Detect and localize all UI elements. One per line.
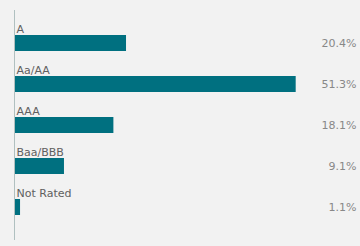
svg-text:Baa/BBB: Baa/BBB	[17, 146, 64, 159]
svg-text:Aa/AA: Aa/AA	[17, 64, 51, 77]
svg-text:51.3%: 51.3%	[322, 78, 357, 91]
svg-text:AAA: AAA	[17, 105, 41, 118]
svg-text:Not Rated: Not Rated	[17, 187, 72, 200]
svg-text:20.4%: 20.4%	[322, 37, 357, 50]
svg-text:1.1%: 1.1%	[329, 201, 357, 214]
svg-text:9.1%: 9.1%	[329, 160, 357, 173]
svg-text:A: A	[17, 23, 25, 36]
svg-text:18.1%: 18.1%	[322, 119, 357, 132]
